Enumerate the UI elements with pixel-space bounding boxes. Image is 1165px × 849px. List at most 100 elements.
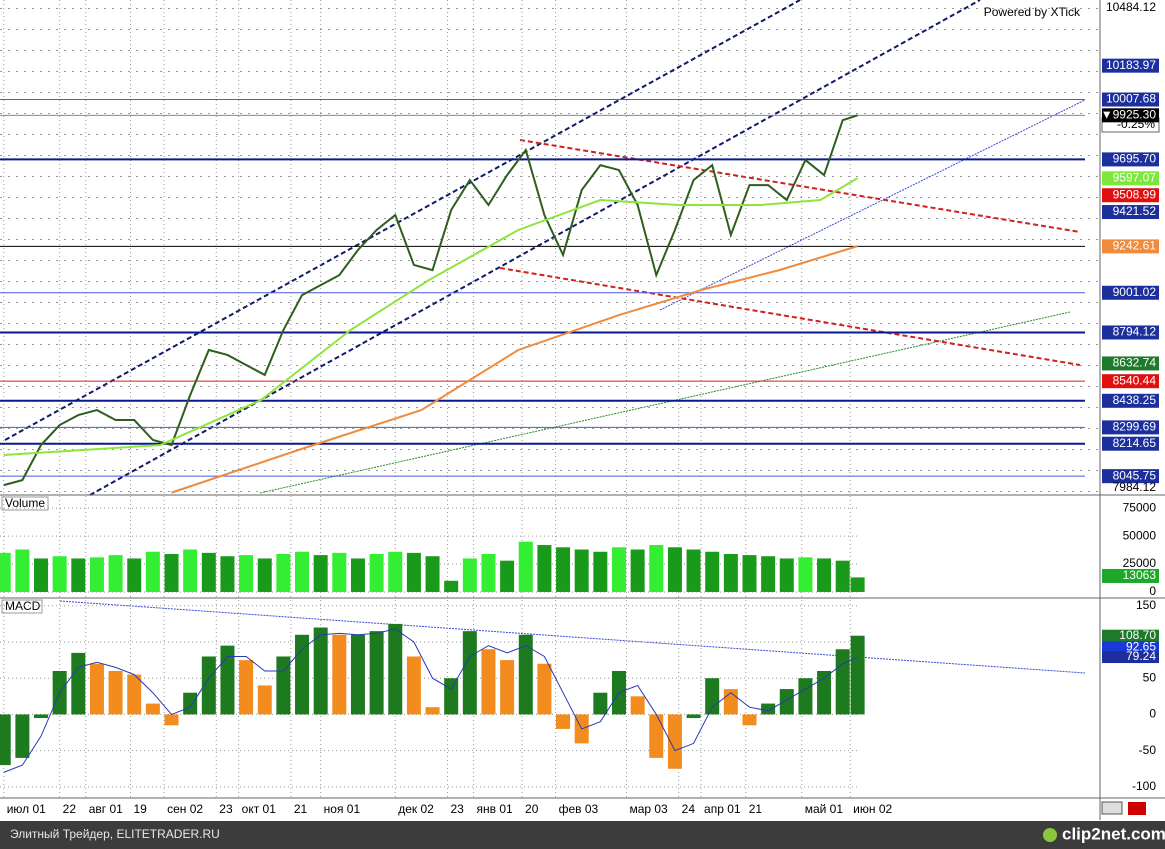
level-box bbox=[1102, 152, 1159, 167]
macd-bar bbox=[649, 714, 664, 758]
level-label: 8045.75 bbox=[1113, 468, 1157, 482]
value-label: 13063 bbox=[1123, 568, 1157, 582]
macd-bar bbox=[518, 634, 533, 715]
level-label: 9508.99 bbox=[1113, 187, 1157, 201]
watermark: Powered by XTick bbox=[984, 5, 1081, 19]
volume-bar bbox=[817, 558, 832, 592]
volume-bar bbox=[239, 555, 254, 592]
macd-bar bbox=[108, 670, 123, 715]
macd-bar bbox=[71, 652, 86, 715]
volume-bar bbox=[850, 577, 865, 592]
macd-bar bbox=[481, 649, 496, 715]
close-button[interactable] bbox=[1128, 802, 1146, 815]
level-box bbox=[1102, 92, 1159, 107]
marker-box bbox=[1102, 629, 1159, 642]
level-label: 8794.12 bbox=[1113, 325, 1157, 339]
x-tick-label: окт 01 bbox=[242, 802, 277, 816]
level-box bbox=[1102, 356, 1159, 371]
macd-bar bbox=[425, 707, 440, 715]
level-label: 10183.97 bbox=[1106, 58, 1156, 72]
macd-bar bbox=[388, 623, 403, 715]
volume-bar bbox=[220, 556, 235, 592]
level-box bbox=[1102, 325, 1159, 340]
marker-label: 92.65 bbox=[1126, 640, 1156, 654]
x-tick-label: сен 02 bbox=[167, 802, 203, 816]
volume-bar bbox=[201, 552, 216, 592]
macd-bar bbox=[667, 714, 682, 769]
volume-bar bbox=[705, 551, 720, 592]
volume-bar bbox=[667, 547, 682, 592]
volume-bar bbox=[779, 558, 794, 592]
scroll-button[interactable] bbox=[1101, 801, 1123, 815]
volume-bar bbox=[723, 553, 738, 592]
level-box bbox=[1102, 469, 1159, 484]
macd-bar bbox=[295, 634, 310, 715]
volume-bar bbox=[630, 549, 645, 592]
x-tick-label: ноя 01 bbox=[324, 802, 361, 816]
level-box bbox=[1102, 58, 1159, 73]
marker-label: 79.24 bbox=[1126, 649, 1156, 663]
macd-bar bbox=[798, 678, 813, 715]
volume-bar bbox=[444, 580, 459, 592]
volume-bar bbox=[798, 557, 813, 592]
macd-bar bbox=[127, 674, 142, 715]
x-tick-label: апр 01 bbox=[704, 802, 741, 816]
volume-bar bbox=[556, 547, 571, 592]
x-tick-label: май 01 bbox=[805, 802, 844, 816]
macd-bar bbox=[313, 627, 328, 715]
x-tick-label: июн 02 bbox=[853, 802, 892, 816]
volume-bar bbox=[611, 547, 626, 592]
x-tick-label: 20 bbox=[525, 802, 539, 816]
level-box bbox=[1102, 285, 1159, 300]
volume-bar bbox=[742, 555, 757, 592]
volume-bar bbox=[71, 558, 86, 592]
footer-logo: clip2net.com bbox=[1062, 824, 1165, 843]
x-tick-label: 22 bbox=[63, 802, 77, 816]
macd-bar bbox=[742, 714, 757, 726]
volume-bar bbox=[406, 552, 421, 592]
volume-bar bbox=[145, 551, 160, 592]
marker-box bbox=[1102, 651, 1159, 664]
macd-bar bbox=[183, 692, 198, 715]
volume-bar bbox=[313, 555, 328, 592]
volume-bar bbox=[574, 549, 589, 592]
level-label: 8214.65 bbox=[1113, 436, 1157, 450]
level-label: 8540.44 bbox=[1113, 373, 1157, 387]
price-line bbox=[3, 177, 859, 456]
macd-bar bbox=[537, 663, 552, 715]
volume-bar bbox=[649, 545, 664, 592]
volume-bar bbox=[52, 556, 67, 592]
footer-bar bbox=[0, 821, 1165, 849]
level-label: 8299.69 bbox=[1113, 420, 1157, 434]
signal-line bbox=[3, 628, 858, 773]
volume-bar bbox=[369, 553, 384, 592]
x-tick-label: авг 01 bbox=[89, 802, 123, 816]
volume-bar bbox=[332, 552, 347, 592]
level-label: 9695.70 bbox=[1113, 152, 1157, 166]
volume-bar bbox=[518, 541, 533, 592]
volume-bar bbox=[350, 558, 365, 592]
level-label: 7984.12 bbox=[1113, 480, 1157, 494]
marker-box bbox=[1102, 641, 1159, 654]
macd-bar bbox=[630, 696, 645, 715]
macd-bar bbox=[705, 678, 720, 715]
macd-bar bbox=[817, 670, 832, 715]
volume-bar bbox=[257, 558, 272, 592]
level-label: 8632.74 bbox=[1113, 356, 1157, 370]
volume-bar bbox=[0, 552, 11, 592]
macd-bar bbox=[145, 703, 160, 715]
x-tick-label: фев 03 bbox=[559, 802, 599, 816]
y-tick-label: 50000 bbox=[1123, 528, 1157, 542]
trend-line bbox=[499, 267, 1081, 366]
x-tick-label: 24 bbox=[682, 802, 696, 816]
volume-bar bbox=[686, 549, 701, 592]
panel-title: MACD bbox=[5, 599, 41, 613]
macd-bar bbox=[369, 631, 384, 715]
level-label: 8438.25 bbox=[1113, 393, 1157, 407]
price-line bbox=[171, 245, 858, 494]
macd-bar bbox=[779, 689, 794, 715]
volume-bar bbox=[34, 558, 49, 592]
volume-bar bbox=[537, 545, 552, 592]
level-box bbox=[1102, 239, 1159, 254]
